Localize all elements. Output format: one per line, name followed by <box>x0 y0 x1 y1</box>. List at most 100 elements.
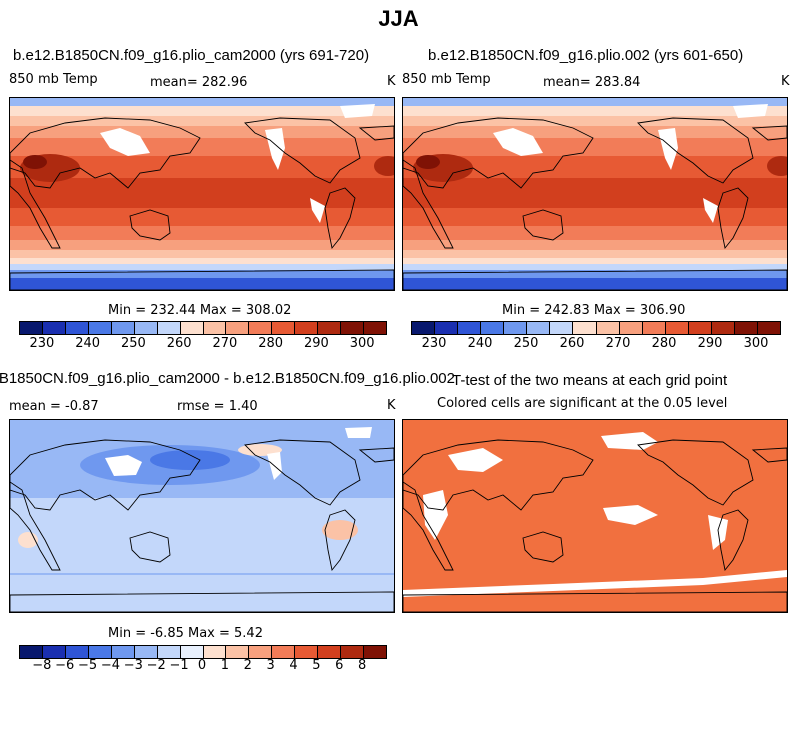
panel4-title: T-test of the two means at each grid poi… <box>452 372 728 389</box>
diff-cbar-tick-label: −4 <box>100 658 121 673</box>
map1-band-8 <box>10 226 394 240</box>
temp-cbar2-tick-label: 300 <box>743 336 769 351</box>
temp-cbar2-swatch-15 <box>757 322 780 334</box>
map1-coastline-0 <box>10 117 201 189</box>
panel4-subtitle: Colored cells are significant at the 0.0… <box>437 396 728 411</box>
diff-masked-tibet <box>105 455 142 476</box>
map2-coastline-1 <box>403 159 454 249</box>
temp-cbar2-tick-label: 240 <box>467 336 493 351</box>
map2-masked-tibet <box>493 128 543 156</box>
diff-cbar-tick-label: 8 <box>357 658 367 673</box>
panel2-colorbar-ticks: 230 240 250 260 270 280 290 300 <box>411 336 779 352</box>
map2-hot-region-east <box>767 156 787 176</box>
map2-coastline-4 <box>717 187 749 250</box>
diff-cbar-tick-label: 6 <box>335 658 344 673</box>
map1-coastline-1 <box>10 159 61 249</box>
temp-cbar1-tick-label: 280 <box>258 336 284 351</box>
map1-coastline-4 <box>324 187 356 250</box>
panel1-temperature-field <box>10 98 394 290</box>
map2-masked-rockies <box>658 128 678 170</box>
temp-cbar2-swatch-8 <box>596 322 620 334</box>
panel2-colorbar <box>411 321 781 335</box>
map2-band-9 <box>403 240 787 250</box>
diff-cbar-tick-label: −2 <box>146 658 166 673</box>
temp-cbar1-swatch-0 <box>20 322 43 334</box>
temp-cbar2-tick-label: 230 <box>421 336 447 351</box>
diff-warm-amazon <box>322 520 358 540</box>
temp-cbar2-tick-label: 290 <box>697 336 723 351</box>
map2-band-10 <box>403 250 787 258</box>
sig-coastline-5 <box>751 447 787 463</box>
map2-band-12 <box>403 264 787 270</box>
map1-band-14 <box>10 278 394 290</box>
temp-cbar2-tick-label: 270 <box>605 336 631 351</box>
map2-band-7 <box>403 208 787 226</box>
map1-masked-rockies <box>265 128 285 170</box>
temp-cbar1-swatch-6 <box>157 322 181 334</box>
diff-cbar-tick-label: −1 <box>169 658 189 673</box>
panel1-title: b.e12.B1850CN.f09_g16.plio_cam2000 (yrs … <box>13 47 370 64</box>
temp-cbar1-swatch-1 <box>42 322 66 334</box>
temp-cbar1-swatch-15 <box>364 322 386 334</box>
panel1-variable-label: 850 mb Temp <box>9 72 98 87</box>
panel2-title: b.e12.B1850CN.f09_g16.plio.002 (yrs 601-… <box>428 47 744 64</box>
diff-coastline-2 <box>129 531 171 563</box>
map1-band-9 <box>10 240 394 250</box>
panel4-map <box>402 419 788 613</box>
panel1-colorbar-ticks: 230 240 250 260 270 280 290 300 <box>19 336 385 352</box>
diff-cbar-swatch-4 <box>111 646 135 658</box>
panel2-temperature-field <box>403 98 787 290</box>
temp-cbar1-tick-label: 240 <box>75 336 101 351</box>
temp-cbar2-swatch-2 <box>458 322 482 334</box>
diff-cbar-tick-label: −5 <box>78 658 98 673</box>
map1-band-11 <box>10 258 394 264</box>
map1-band-10 <box>10 250 394 258</box>
temp-cbar2-swatch-1 <box>435 322 459 334</box>
temp-cbar1-tick-label: 290 <box>303 336 329 351</box>
panel3-rmse: rmse = 1.40 <box>177 399 258 414</box>
panel2-unit: K <box>781 74 790 89</box>
diff-masked-greenland <box>345 427 372 438</box>
diff-cbar-tick-label: 1 <box>220 658 230 673</box>
temp-cbar1-swatch-7 <box>180 322 204 334</box>
map2-band-3 <box>403 126 787 138</box>
panel1-map <box>9 97 395 291</box>
temp-cbar1-tick-label: 270 <box>212 336 238 351</box>
sig-coastline-6 <box>403 591 787 612</box>
temp-cbar2-swatch-12 <box>688 322 712 334</box>
map2-coastline-0 <box>403 117 594 189</box>
figure-title: JJA <box>378 6 419 31</box>
diff-cbar-swatch-2 <box>65 646 89 658</box>
diff-cbar-tick-label: 4 <box>289 658 298 673</box>
map2-band-8 <box>403 226 787 240</box>
diff-cbar-swatch-11 <box>272 646 296 658</box>
diff-cbar-swatch-3 <box>88 646 112 658</box>
temp-cbar1-tick-label: 260 <box>166 336 192 351</box>
sig-coastline-1 <box>403 481 454 571</box>
temp-cbar2-swatch-13 <box>711 322 735 334</box>
map1-coastline-2 <box>129 209 171 241</box>
map1-hot-core <box>23 155 47 169</box>
temp-cbar2-swatch-14 <box>734 322 758 334</box>
panel3-difference-field <box>10 420 394 612</box>
diff-cbar-swatch-6 <box>157 646 181 658</box>
map2-band-1 <box>403 106 787 116</box>
temp-cbar2-swatch-10 <box>642 322 666 334</box>
map1-band-1 <box>10 106 394 116</box>
diff-coastline-4 <box>324 509 356 572</box>
diff-coastline-0 <box>10 439 201 511</box>
panel2-minmax: Min = 242.83 Max = 306.90 <box>502 303 686 318</box>
temp-cbar2-swatch-6 <box>550 322 574 334</box>
map2-coastline-6 <box>403 269 787 290</box>
temp-cbar2-tick-label: 260 <box>559 336 585 351</box>
temp-cbar2-tick-label: 280 <box>651 336 677 351</box>
map1-band-6 <box>10 178 394 208</box>
panel3-title: b.e12.B1850CN.f09_g16.plio_cam2000 - b.e… <box>0 370 455 387</box>
panel3-unit: K <box>387 398 396 413</box>
map2-coastline-3 <box>637 117 754 184</box>
map2-coastline-2 <box>522 209 564 241</box>
sig-insignificant-pacific <box>603 505 658 525</box>
sig-insignificant-africa <box>423 490 448 540</box>
sig-insignificant-southern-ocean <box>403 570 787 597</box>
diff-coastline-5 <box>358 447 394 463</box>
